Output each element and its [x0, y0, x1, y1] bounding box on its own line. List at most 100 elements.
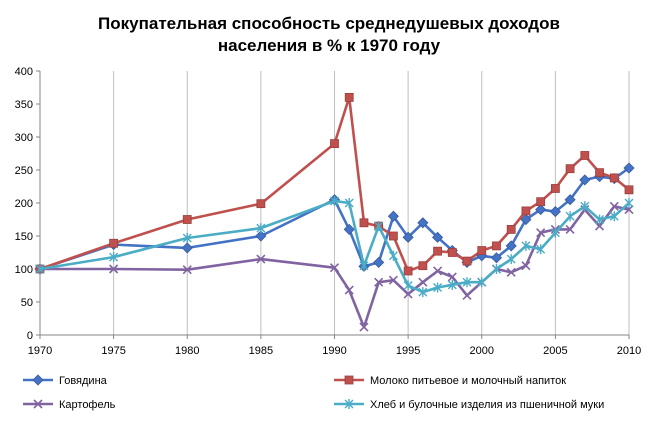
data-point-s3-1975	[109, 252, 119, 263]
data-point-s1-2005	[550, 184, 560, 193]
data-point-s0-2001	[490, 252, 503, 264]
data-point-s3-2010	[624, 198, 634, 208]
data-point-s2-1998	[447, 272, 457, 282]
x-tick-label-1980: 1980	[175, 345, 199, 357]
data-point-s1-1995	[403, 266, 413, 276]
data-point-s2-2006	[565, 224, 575, 234]
data-point-s3-1994	[388, 250, 398, 261]
data-point-s2-2009	[609, 201, 619, 211]
data-point-s1-2000	[477, 246, 487, 255]
data-point-s3-2002	[506, 254, 516, 265]
data-point-s3-2008	[595, 214, 605, 225]
data-point-s0-1997	[432, 231, 444, 243]
data-point-s2-1990	[329, 263, 340, 273]
x-tick-label-1985: 1985	[249, 345, 273, 357]
data-point-s1-1975	[109, 238, 119, 248]
data-point-s1-1999	[462, 256, 472, 266]
y-tick-label-0: 0	[27, 330, 33, 342]
data-point-s2-2002	[506, 267, 516, 277]
data-point-s3-2003	[521, 240, 531, 251]
data-point-s3-1991	[344, 198, 354, 208]
data-point-s3-1996	[418, 287, 428, 298]
data-point-s0-1996	[417, 217, 429, 229]
y-tick-label-250: 250	[15, 165, 33, 177]
data-point-s2-1993	[374, 277, 384, 287]
data-point-s1-1985	[256, 199, 266, 209]
data-point-s2-1985	[256, 254, 266, 264]
data-point-s3-1998	[447, 279, 457, 290]
legend-marker-0	[32, 374, 44, 386]
data-point-s1-1992	[359, 218, 369, 228]
y-tick-label-200: 200	[15, 198, 33, 210]
data-point-s1-1996	[418, 261, 428, 271]
data-point-s1-2001	[492, 241, 501, 251]
legend-label-1: Молоко питьевое и молочный напиток	[370, 375, 566, 387]
data-point-s1-1994	[388, 231, 398, 241]
data-point-s1-2010	[624, 185, 634, 195]
data-point-s2-1980	[182, 265, 192, 275]
y-tick-label-300: 300	[15, 132, 33, 144]
legend-marker-3	[344, 399, 354, 409]
legend-marker-2	[33, 399, 43, 409]
data-point-s2-1994	[388, 275, 398, 285]
data-point-s3-1990	[330, 196, 339, 207]
data-point-s3-1992	[359, 260, 369, 271]
data-point-s1-1998	[447, 248, 457, 257]
data-point-s3-2005	[550, 227, 560, 238]
data-point-s0-2006	[564, 194, 576, 206]
x-tick-label-1990: 1990	[322, 345, 346, 357]
data-point-s0-2003	[520, 213, 532, 226]
data-point-s1-2007	[580, 151, 590, 160]
data-point-s3-2004	[536, 244, 546, 255]
data-point-s1-1980	[182, 215, 192, 224]
y-tick-label-400: 400	[15, 66, 33, 78]
data-point-s3-1997	[433, 282, 443, 293]
x-tick-label-2010: 2010	[617, 345, 641, 357]
data-point-s3-2001	[491, 264, 501, 274]
data-point-s3-2000	[477, 277, 487, 288]
data-point-s0-1985	[255, 230, 267, 242]
data-point-s3-1999	[462, 277, 472, 288]
data-point-s2-1999	[462, 290, 472, 300]
data-point-s3-2006	[565, 211, 575, 222]
data-point-s2-1997	[433, 266, 443, 276]
chart-title-line-1: Покупательная способность среднедушевых …	[98, 14, 560, 33]
data-point-s2-2008	[594, 221, 605, 231]
data-point-s1-1997	[433, 246, 442, 256]
data-point-s1-2003	[521, 206, 531, 216]
data-point-s1-1990	[330, 139, 339, 149]
x-tick-label-2000: 2000	[470, 345, 494, 357]
data-point-s0-2007	[579, 174, 591, 186]
legend-marker-1	[344, 375, 354, 385]
data-point-s1-2006	[565, 164, 575, 174]
data-point-s0-2010	[623, 162, 635, 174]
data-point-s1-2004	[536, 197, 546, 207]
data-point-s2-1992	[359, 322, 369, 332]
x-tick-label-1970: 1970	[28, 345, 52, 357]
chart-title-line-2: населения в % к 1970 году	[217, 36, 441, 55]
y-tick-label-350: 350	[15, 99, 33, 111]
data-point-s1-1991	[344, 93, 354, 102]
data-point-s2-2004	[536, 228, 546, 238]
data-point-s3-2007	[580, 201, 590, 212]
data-point-s0-1993	[373, 256, 385, 268]
data-point-s1-2009	[609, 173, 619, 183]
x-tick-label-2005: 2005	[543, 345, 567, 357]
data-point-s0-1994	[387, 210, 399, 222]
data-point-s2-2003	[521, 261, 531, 271]
y-tick-label-50: 50	[21, 297, 33, 309]
data-point-s2-1996	[418, 277, 428, 287]
legend-label-3: Хлеб и булочные изделия из пшеничной мук…	[370, 399, 604, 411]
data-point-s2-1975	[109, 264, 119, 274]
data-point-s1-2002	[506, 224, 516, 234]
legend-label-2: Картофель	[59, 399, 116, 411]
y-tick-label-100: 100	[15, 264, 33, 276]
data-point-s0-2005	[549, 206, 561, 218]
data-point-s0-1991	[343, 223, 355, 235]
data-point-s2-1991	[344, 285, 354, 295]
data-point-s1-2008	[595, 168, 604, 178]
data-point-s0-1995	[402, 231, 414, 243]
y-tick-label-150: 150	[15, 231, 33, 243]
